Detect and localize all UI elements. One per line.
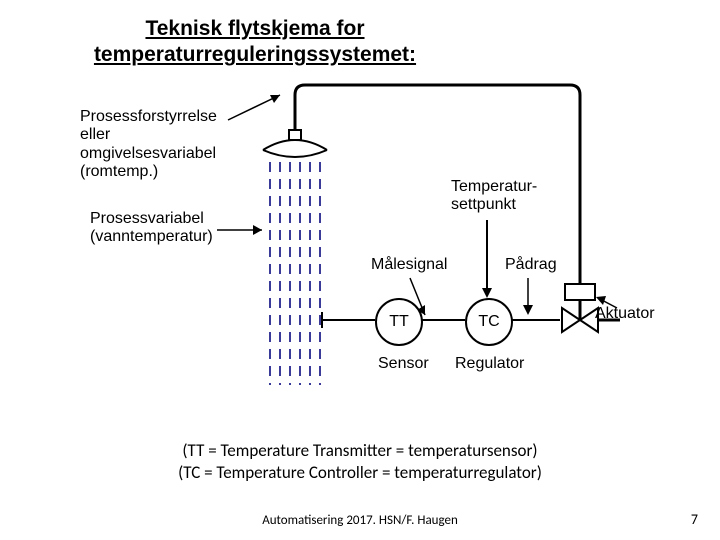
disturbance-arrow xyxy=(228,95,280,120)
sensor-label: Sensor xyxy=(378,355,429,373)
water-stream xyxy=(270,162,320,385)
tc-node: TC xyxy=(465,298,513,346)
tc-label: TC xyxy=(478,313,499,331)
tt-definition: (TT = Temperature Transmitter = temperat… xyxy=(0,440,720,461)
showerhead-icon xyxy=(263,130,327,157)
tt-node: TT xyxy=(375,298,423,346)
main-pipe xyxy=(295,85,580,320)
page-title: Teknisk flytskjema for temperaturreguler… xyxy=(0,16,510,69)
process-var-arrow xyxy=(217,225,262,235)
setpoint-arrow xyxy=(482,220,492,298)
disturbance-label: Prosessforstyrrelse eller omgivelsesvari… xyxy=(80,108,217,182)
process-var-label: Prosessvariabel (vanntemperatur) xyxy=(90,210,213,247)
aktuator-label: Aktuator xyxy=(595,305,655,323)
setpoint-label: Temperatur- settpunkt xyxy=(451,178,537,215)
meas-label: Målesignal xyxy=(371,256,447,274)
page-number: 7 xyxy=(691,511,698,528)
padrag-label: Pådrag xyxy=(505,256,557,274)
regulator-label: Regulator xyxy=(455,355,524,373)
footer-text: Automatisering 2017. HSN/F. Haugen xyxy=(0,513,720,528)
valve-icon xyxy=(562,284,598,332)
measurement-line xyxy=(322,312,375,328)
tt-label: TT xyxy=(389,313,409,331)
padrag-pointer xyxy=(523,278,533,315)
tc-definition: (TC = Temperature Controller = temperatu… xyxy=(0,462,720,483)
flow-diagram: TT TC Prosessforstyrrelse eller omgivels… xyxy=(90,80,650,430)
